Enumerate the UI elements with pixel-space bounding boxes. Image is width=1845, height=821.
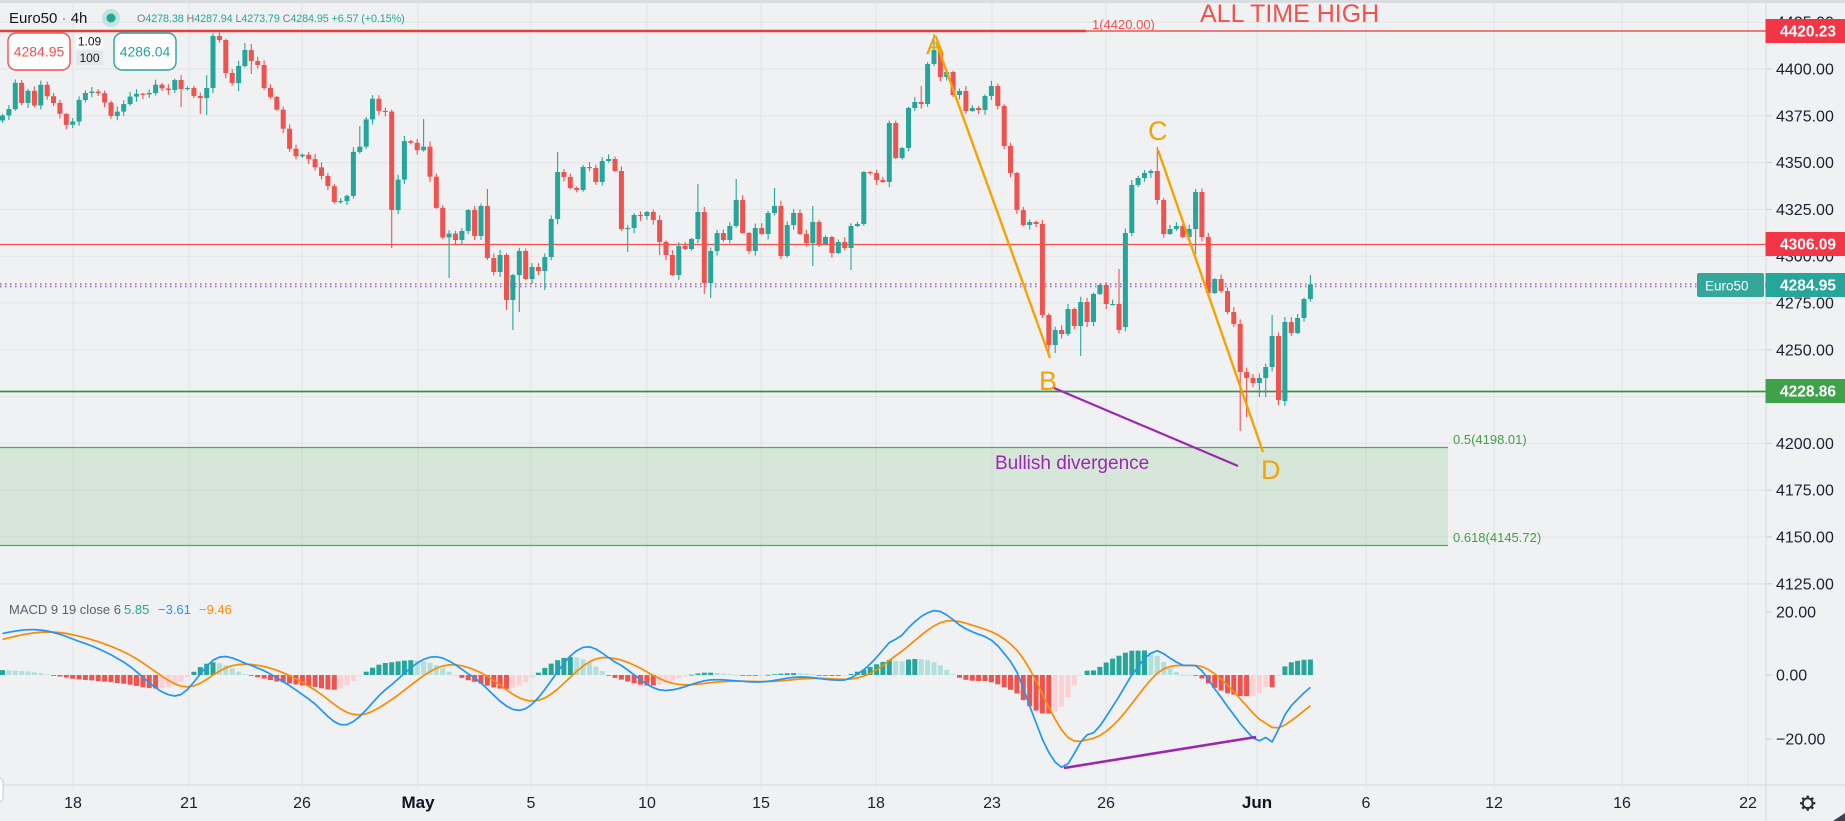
svg-text:4375.00: 4375.00 bbox=[1776, 108, 1834, 125]
svg-text:4250.00: 4250.00 bbox=[1776, 342, 1834, 359]
svg-text:12: 12 bbox=[1485, 795, 1503, 812]
svg-text:18: 18 bbox=[64, 795, 82, 812]
svg-text:0.00: 0.00 bbox=[1776, 668, 1807, 685]
svg-text:21: 21 bbox=[180, 795, 198, 812]
svg-text:4325.00: 4325.00 bbox=[1776, 202, 1834, 219]
svg-text:4228.86: 4228.86 bbox=[1780, 384, 1836, 401]
svg-text:B: B bbox=[1039, 366, 1057, 396]
svg-text:4175.00: 4175.00 bbox=[1776, 483, 1834, 500]
svg-text:ALL TIME HIGH: ALL TIME HIGH bbox=[1200, 0, 1379, 28]
svg-text:4306.09: 4306.09 bbox=[1780, 237, 1836, 254]
svg-text:23: 23 bbox=[983, 795, 1001, 812]
svg-text:26: 26 bbox=[1097, 795, 1115, 812]
svg-text:0.618(4145.72): 0.618(4145.72) bbox=[1453, 530, 1541, 545]
svg-text:4125.00: 4125.00 bbox=[1776, 576, 1834, 593]
svg-text:−3.61: −3.61 bbox=[158, 602, 191, 617]
svg-text:10: 10 bbox=[638, 795, 656, 812]
svg-text:0.5(4198.01): 0.5(4198.01) bbox=[1453, 432, 1527, 447]
svg-text:4350.00: 4350.00 bbox=[1776, 155, 1834, 172]
svg-text:4420.23: 4420.23 bbox=[1780, 24, 1836, 41]
svg-text:C: C bbox=[1148, 116, 1168, 146]
svg-text:D: D bbox=[1261, 455, 1281, 485]
svg-text:16: 16 bbox=[1613, 795, 1631, 812]
svg-text:4284.95: 4284.95 bbox=[1780, 278, 1836, 295]
svg-text:4275.00: 4275.00 bbox=[1776, 296, 1834, 313]
svg-text:May: May bbox=[401, 793, 435, 812]
svg-text:Jun: Jun bbox=[1242, 793, 1272, 812]
svg-text:15: 15 bbox=[752, 795, 770, 812]
svg-text:1(4420.00): 1(4420.00) bbox=[1092, 17, 1155, 32]
svg-text:26: 26 bbox=[293, 795, 311, 812]
svg-text:A: A bbox=[926, 30, 944, 60]
svg-text:100: 100 bbox=[79, 51, 99, 65]
svg-text:1.09: 1.09 bbox=[78, 35, 102, 49]
svg-text:Euro50 · 4h: Euro50 · 4h bbox=[9, 10, 87, 27]
svg-text:22: 22 bbox=[1739, 795, 1757, 812]
svg-text:O4278.38 H4287.94 L4273.79 C42: O4278.38 H4287.94 L4273.79 C4284.95 +6.5… bbox=[137, 13, 405, 25]
svg-text:4284.95: 4284.95 bbox=[14, 44, 65, 60]
svg-text:5: 5 bbox=[527, 795, 536, 812]
svg-text:4400.00: 4400.00 bbox=[1776, 62, 1834, 79]
svg-text:20.00: 20.00 bbox=[1776, 605, 1816, 622]
svg-text:6: 6 bbox=[1362, 795, 1371, 812]
svg-text:MACD 9 19 close 6: MACD 9 19 close 6 bbox=[9, 602, 121, 617]
svg-text:Bullish divergence: Bullish divergence bbox=[995, 453, 1149, 474]
svg-text:−9.46: −9.46 bbox=[199, 602, 232, 617]
svg-text:18: 18 bbox=[867, 795, 885, 812]
svg-text:4286.04: 4286.04 bbox=[120, 44, 171, 60]
svg-text:−20.00: −20.00 bbox=[1776, 732, 1825, 749]
svg-text:4150.00: 4150.00 bbox=[1776, 530, 1834, 547]
svg-text:4200.00: 4200.00 bbox=[1776, 436, 1834, 453]
svg-text:Euro50: Euro50 bbox=[1705, 279, 1749, 294]
svg-text:5.85: 5.85 bbox=[124, 602, 149, 617]
